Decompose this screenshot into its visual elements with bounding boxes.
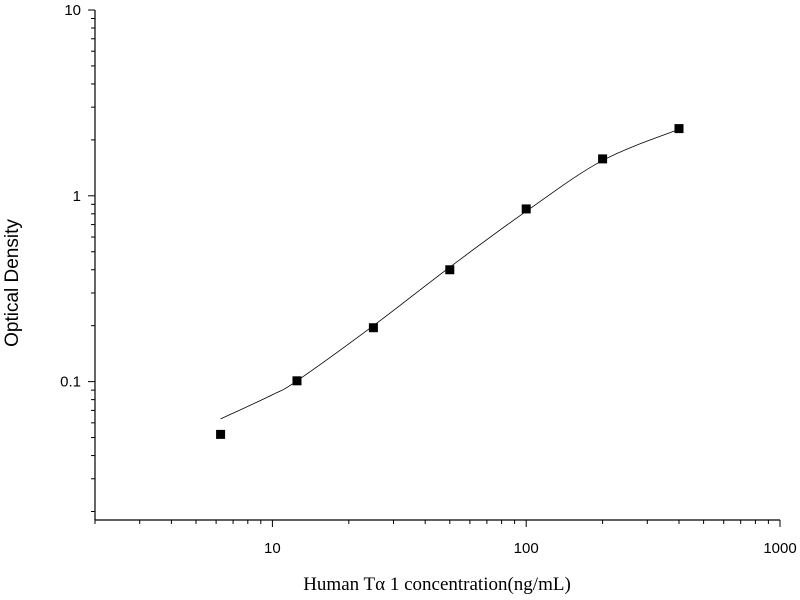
y-tick-label: 1 (73, 188, 81, 205)
data-point (674, 124, 684, 134)
data-point (521, 204, 531, 214)
data-points (216, 124, 684, 439)
y-tick-label: 10 (64, 2, 81, 19)
y-tick-label: 0.1 (60, 374, 81, 391)
x-axis-label: Human Tα 1 concentration(ng/mL) (303, 574, 571, 595)
x-tick-label: 100 (514, 540, 539, 557)
x-tick-label: 10 (264, 540, 281, 557)
data-point (292, 376, 302, 386)
data-point (445, 265, 455, 275)
x-ticks: 10 100 1000 (94, 520, 797, 557)
data-point (598, 154, 608, 164)
y-ticks: 0.1 1 10 (60, 2, 95, 512)
data-point (368, 323, 378, 333)
y-axis-label: Optical Density (2, 219, 23, 347)
x-tick-label: 1000 (763, 540, 796, 557)
data-point (216, 429, 226, 439)
axes (94, 10, 780, 521)
